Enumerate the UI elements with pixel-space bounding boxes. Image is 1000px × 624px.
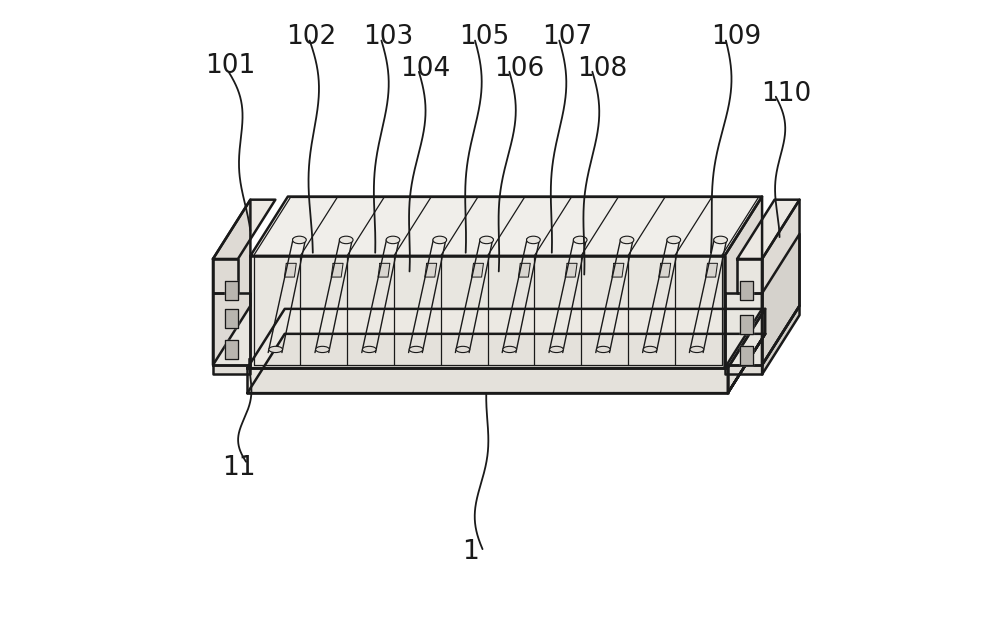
- Ellipse shape: [339, 236, 353, 244]
- Text: 107: 107: [542, 24, 593, 51]
- Polygon shape: [762, 306, 800, 374]
- Ellipse shape: [620, 236, 634, 244]
- Text: 101: 101: [205, 52, 255, 79]
- Ellipse shape: [503, 346, 517, 353]
- Polygon shape: [728, 309, 765, 393]
- Polygon shape: [378, 263, 390, 277]
- Ellipse shape: [643, 346, 657, 353]
- Text: 104: 104: [400, 56, 450, 82]
- Polygon shape: [737, 200, 800, 259]
- Ellipse shape: [667, 236, 681, 244]
- Ellipse shape: [714, 236, 727, 244]
- Text: 108: 108: [577, 56, 628, 82]
- Ellipse shape: [456, 346, 470, 353]
- Polygon shape: [565, 263, 577, 277]
- Ellipse shape: [386, 236, 400, 244]
- Text: 109: 109: [711, 24, 761, 51]
- Polygon shape: [612, 263, 624, 277]
- Polygon shape: [518, 263, 530, 277]
- Polygon shape: [725, 365, 762, 374]
- Polygon shape: [425, 263, 437, 277]
- Polygon shape: [659, 263, 671, 277]
- Text: 106: 106: [494, 56, 544, 82]
- Polygon shape: [725, 293, 762, 365]
- Polygon shape: [331, 263, 343, 277]
- Text: 105: 105: [459, 24, 510, 51]
- Polygon shape: [247, 334, 765, 393]
- Ellipse shape: [480, 236, 493, 244]
- Ellipse shape: [690, 346, 704, 353]
- Ellipse shape: [409, 346, 423, 353]
- Polygon shape: [725, 197, 762, 368]
- Polygon shape: [737, 259, 762, 293]
- Polygon shape: [213, 293, 250, 365]
- Polygon shape: [762, 234, 800, 365]
- Polygon shape: [728, 334, 765, 393]
- Polygon shape: [247, 368, 728, 393]
- Ellipse shape: [269, 346, 283, 353]
- Polygon shape: [213, 259, 238, 293]
- Polygon shape: [250, 256, 725, 368]
- Polygon shape: [213, 200, 250, 365]
- Polygon shape: [762, 200, 800, 365]
- Polygon shape: [740, 281, 753, 300]
- Text: 103: 103: [363, 24, 413, 51]
- Ellipse shape: [362, 346, 376, 353]
- Polygon shape: [740, 346, 753, 365]
- Polygon shape: [740, 315, 753, 334]
- Polygon shape: [472, 263, 483, 277]
- Ellipse shape: [573, 236, 587, 244]
- Polygon shape: [225, 340, 238, 359]
- Text: 11: 11: [222, 455, 256, 481]
- Text: 1: 1: [463, 539, 479, 565]
- Text: 102: 102: [287, 24, 337, 51]
- Polygon shape: [284, 263, 296, 277]
- Polygon shape: [213, 200, 275, 259]
- Ellipse shape: [527, 236, 540, 244]
- Polygon shape: [213, 365, 250, 374]
- Ellipse shape: [293, 236, 306, 244]
- Text: 110: 110: [761, 80, 811, 107]
- Ellipse shape: [550, 346, 563, 353]
- Ellipse shape: [596, 346, 610, 353]
- Polygon shape: [225, 309, 238, 328]
- Ellipse shape: [316, 346, 329, 353]
- Polygon shape: [247, 309, 765, 368]
- Ellipse shape: [433, 236, 447, 244]
- Polygon shape: [250, 197, 762, 256]
- Polygon shape: [706, 263, 717, 277]
- Polygon shape: [225, 281, 238, 300]
